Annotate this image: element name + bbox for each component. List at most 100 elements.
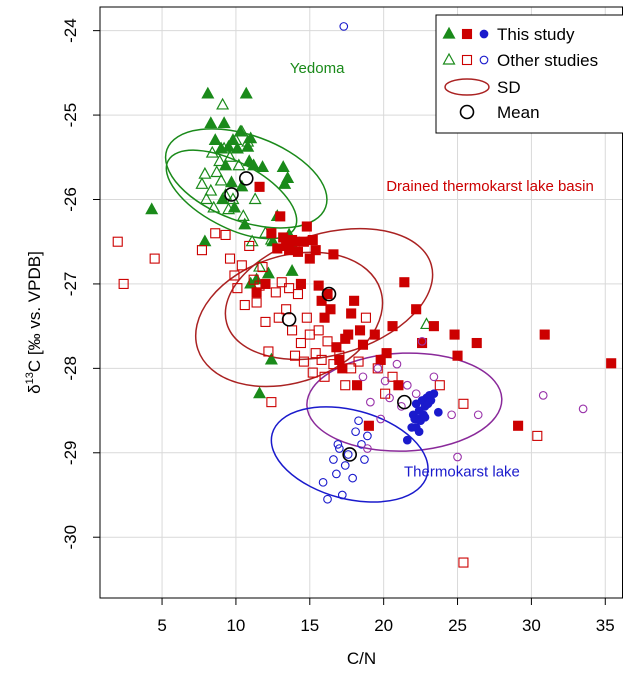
data-point-dtlb-other (458, 557, 469, 568)
x-tick-label: 5 (157, 616, 166, 635)
data-point-dtlb-other (307, 367, 318, 378)
data-point-dtlb-other (239, 299, 250, 311)
data-point-dtlb-this (295, 278, 306, 289)
annotation-yedoma: Yedoma (290, 60, 345, 77)
data-point-yedoma-other (217, 141, 231, 154)
y-tick-label: -24 (61, 18, 80, 43)
data-point-dtlb-this (346, 308, 357, 319)
data-point-lake_other-other (358, 372, 368, 382)
data-point-lake_other-other (385, 393, 394, 403)
data-point-lake-this (429, 389, 439, 399)
data-point-dtlb-other (387, 371, 398, 382)
sd-ellipse-yedoma (164, 128, 328, 229)
data-point-dtlb-other (287, 325, 298, 336)
data-point-yedoma-other (207, 200, 221, 213)
data-point-dtlb-other (295, 337, 306, 349)
data-point-yedoma-other (241, 134, 255, 147)
data-point-dtlb-this (428, 321, 439, 332)
data-point-lake_other-other (578, 404, 588, 414)
data-point-lake_other-other (429, 372, 439, 382)
data-point-dtlb-other (254, 280, 265, 291)
data-point-dtlb-this (513, 420, 524, 431)
data-point-dtlb-other (380, 388, 391, 399)
data-point-dtlb-this (272, 243, 283, 254)
data-point-dtlb-other (244, 240, 255, 251)
data-point-lake_other-other (447, 410, 456, 420)
data-point-dtlb-this (313, 280, 324, 291)
data-point-lake_other-other (363, 444, 372, 453)
data-point-yedoma-other (229, 133, 243, 145)
legend-symbol-square-filled (461, 28, 473, 40)
data-point-yedoma-other (219, 188, 233, 200)
data-point-dtlb-this (251, 287, 262, 298)
legend-symbol-circle-filled (479, 29, 489, 39)
data-point-yedoma-other (223, 150, 237, 162)
data-point-dtlb-this (289, 236, 301, 247)
data-point-lake_other-other (380, 376, 390, 386)
data-point-yedoma-other (248, 192, 262, 205)
annotation-drained-basin: Drained thermokarst lake basin (386, 178, 594, 195)
data-point-yedoma-this (224, 175, 239, 188)
data-point-dtlb-other (149, 253, 160, 264)
legend-symbols (442, 26, 490, 120)
data-point-yedoma-this (204, 116, 218, 129)
legend-label-sd: SD (497, 78, 521, 97)
data-point-yedoma-this (230, 141, 244, 154)
data-point-lake-other (363, 431, 372, 441)
data-point-dtlb-this (343, 329, 354, 340)
data-point-dtlb-other (328, 359, 339, 370)
data-point-dtlb-other (316, 354, 327, 365)
x-tick-label: 30 (522, 616, 541, 635)
data-point-dtlb-other (284, 283, 295, 294)
data-point-dtlb-this (357, 339, 369, 350)
x-axis: 5 10 15 20 25 30 35 (157, 598, 615, 635)
data-point-yedoma-other (204, 183, 218, 196)
data-point-dtlb-this (260, 278, 271, 289)
data-point-lake-this (414, 427, 424, 437)
data-point-dtlb-this (310, 245, 321, 256)
data-point-dtlb-this (319, 312, 330, 323)
data-point-dtlb-this (399, 277, 410, 288)
data-point-dtlb-this (539, 329, 550, 340)
data-point-dtlb-this (393, 380, 404, 391)
data-point-dtlb-other (334, 350, 345, 361)
data-point-dtlb-this (354, 325, 366, 336)
legend-label-other-studies: Other studies (497, 51, 598, 70)
mean-marker-lake (397, 394, 412, 410)
data-point-dtlb-other (310, 348, 321, 359)
data-point-dtlb-this (369, 329, 380, 340)
data-point-dtlb-this (275, 211, 286, 222)
data-point-dtlb-other (372, 363, 383, 374)
data-point-dtlb-other (353, 356, 364, 367)
data-point-dtlb-other (263, 346, 274, 357)
data-point-dtlb-other (260, 316, 271, 327)
data-point-dtlb-this (331, 342, 342, 353)
data-point-dtlb-other (196, 245, 207, 256)
x-tick-label: 10 (226, 616, 245, 635)
data-point-lake_other-other (402, 380, 412, 390)
sd-ellipse-dtlb (194, 251, 384, 388)
data-points (112, 22, 617, 568)
data-point-yedoma-other (232, 158, 246, 171)
y-tick-label: -27 (61, 272, 80, 297)
data-point-lake-other (339, 22, 349, 31)
data-point-dtlb-other (224, 253, 236, 264)
data-point-lake-other (354, 416, 363, 426)
data-point-dtlb-this (328, 249, 339, 260)
data-point-lake-other (357, 439, 366, 449)
annotation-thermokarst-lake: Thermokarst lake (404, 463, 520, 480)
data-point-dtlb-this (278, 232, 289, 243)
data-point-dtlb-this (307, 234, 318, 246)
data-point-lake-other (332, 469, 341, 479)
data-point-dtlb-this (375, 354, 386, 365)
data-point-lake_other-other (538, 391, 548, 400)
data-point-dtlb-other (266, 397, 277, 408)
data-point-dtlb-other (313, 325, 324, 336)
data-point-lake-other (351, 427, 360, 437)
data-point-lake-other (340, 461, 350, 470)
data-point-yedoma-this (261, 266, 275, 279)
data-point-yedoma-this (239, 86, 253, 99)
data-point-yedoma-this (244, 276, 258, 289)
legend-symbol-triangle-open (442, 52, 456, 65)
data-point-yedoma-other (205, 145, 219, 158)
